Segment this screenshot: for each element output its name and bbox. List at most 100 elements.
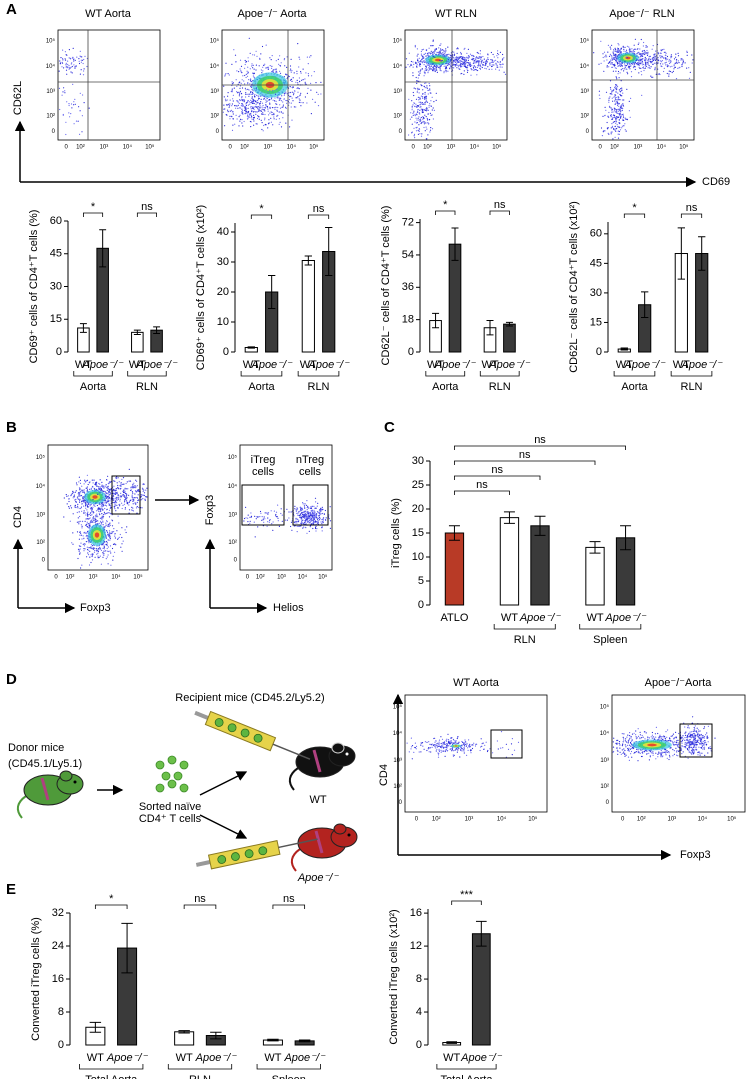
event-dot — [447, 745, 448, 746]
event-dot — [616, 51, 617, 52]
event-dot — [500, 61, 501, 62]
event-dot — [424, 73, 425, 74]
event-dot — [418, 116, 419, 117]
event-dot — [63, 87, 64, 88]
event-dot — [272, 90, 273, 91]
event-dot — [134, 485, 135, 486]
event-dot — [138, 494, 139, 495]
event-dot — [264, 119, 265, 120]
event-dot — [102, 509, 103, 510]
event-dot — [497, 57, 498, 58]
event-dot — [606, 59, 607, 60]
event-dot — [608, 127, 609, 128]
event-dot — [106, 505, 107, 506]
event-dot — [616, 128, 617, 129]
event-dot — [282, 107, 283, 108]
event-dot — [250, 100, 251, 101]
event-dot — [108, 496, 109, 497]
event-dot — [84, 532, 85, 533]
event-dot — [242, 113, 243, 114]
event-dot — [479, 61, 480, 62]
event-dot — [645, 68, 646, 69]
event-dot — [481, 62, 482, 63]
event-dot — [677, 63, 678, 64]
event-dot — [254, 54, 255, 55]
event-dot — [312, 528, 313, 529]
event-dot — [237, 92, 238, 93]
event-dot — [293, 94, 294, 95]
event-dot — [261, 111, 262, 112]
event-dot — [109, 516, 110, 517]
event-dot — [477, 60, 478, 61]
event-dot — [639, 65, 640, 66]
event-dot — [310, 512, 311, 513]
event-dot — [275, 69, 276, 70]
event-dot — [411, 746, 412, 747]
event-dot — [491, 66, 492, 67]
event-dot — [252, 67, 253, 68]
event-dot — [477, 52, 478, 53]
event-dot — [256, 102, 257, 103]
event-dot — [619, 119, 620, 120]
event-dot — [294, 72, 295, 73]
event-dot — [481, 61, 482, 62]
event-dot — [102, 552, 103, 553]
event-dot — [108, 535, 109, 536]
event-dot — [421, 133, 422, 134]
event-dot — [667, 66, 668, 67]
event-dot — [294, 508, 295, 509]
event-dot — [106, 493, 107, 494]
event-dot — [618, 117, 619, 118]
event-dot — [422, 102, 423, 103]
event-dot — [434, 110, 435, 111]
event-dot — [122, 494, 123, 495]
event-dot — [71, 107, 72, 108]
event-dot — [422, 49, 423, 50]
event-dot — [427, 72, 428, 73]
event-dot — [451, 742, 452, 743]
event-dot — [456, 63, 457, 64]
event-dot — [622, 119, 623, 120]
event-dot — [658, 752, 659, 753]
event-dot — [87, 514, 88, 515]
event-dot — [454, 54, 455, 55]
event-dot — [409, 53, 410, 54]
event-dot — [102, 516, 103, 517]
event-dot — [109, 482, 110, 483]
event-dot — [471, 69, 472, 70]
event-dot — [97, 505, 98, 506]
event-dot — [444, 55, 445, 56]
event-dot — [428, 110, 429, 111]
event-dot — [73, 48, 74, 49]
event-dot — [470, 54, 471, 55]
event-dot — [419, 92, 420, 93]
event-dot — [458, 61, 459, 62]
event-dot — [132, 493, 133, 494]
event-dot — [437, 752, 438, 753]
event-dot — [472, 58, 473, 59]
event-dot — [421, 136, 422, 137]
event-dot — [234, 105, 235, 106]
flow-tick-label: 10⁴ — [393, 63, 403, 70]
event-dot — [85, 503, 86, 504]
event-dot — [252, 54, 253, 55]
event-dot — [260, 101, 261, 102]
event-dot — [464, 752, 465, 753]
event-dot — [480, 746, 481, 747]
event-dot — [129, 481, 130, 482]
event-dot — [308, 73, 309, 74]
event-dot — [417, 55, 418, 56]
event-dot — [412, 113, 413, 114]
event-dot — [321, 523, 322, 524]
event-dot — [420, 751, 421, 752]
event-dot — [87, 487, 88, 488]
event-dot — [110, 500, 111, 501]
event-dot — [62, 95, 63, 96]
event-dot — [460, 64, 461, 65]
event-dot — [80, 543, 81, 544]
event-dot — [254, 117, 255, 118]
event-dot — [615, 117, 616, 118]
event-dot — [223, 105, 224, 106]
event-dot — [264, 96, 265, 97]
event-dot — [638, 60, 639, 61]
